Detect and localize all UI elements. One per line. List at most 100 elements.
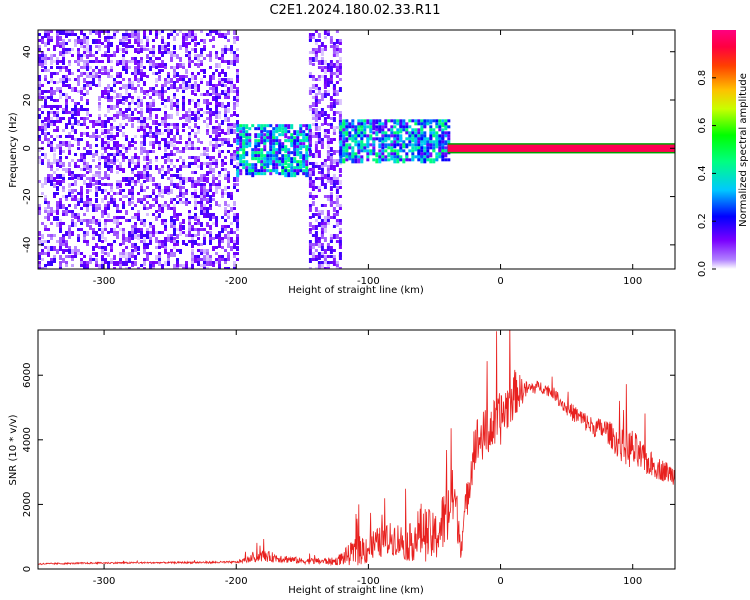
spectrogram-cell	[62, 93, 65, 96]
spectrogram-cell	[332, 258, 336, 261]
spectrogram-cell	[125, 261, 128, 266]
spectrogram-cell	[227, 252, 230, 255]
spectrogram-cell	[320, 252, 324, 255]
spectrogram-cell	[173, 126, 176, 129]
spectrogram-cell	[338, 252, 342, 257]
spectrogram-cell	[146, 171, 149, 176]
spectrogram-cell	[128, 189, 131, 192]
spectrogram-cell	[227, 93, 230, 96]
spectrogram-cell	[74, 180, 77, 183]
spectrogram-cell	[390, 131, 394, 135]
spectrogram-cell	[320, 231, 324, 236]
spectrogram-cell	[143, 195, 146, 200]
spectrogram-cell	[351, 125, 355, 129]
spectrogram-cell	[53, 120, 56, 125]
spectrogram-cell	[227, 102, 230, 107]
spectrogram-cell	[56, 117, 59, 120]
spectrogram-cell	[203, 210, 206, 215]
spectrogram-cell	[143, 120, 146, 125]
spectrogram-cell	[269, 169, 273, 173]
spectrogram-cell	[50, 111, 53, 114]
spectrogram-cell	[200, 207, 203, 210]
spectrogram-cell	[188, 120, 191, 123]
spectrogram-cell	[131, 264, 134, 267]
spectrogram-cell	[269, 142, 273, 146]
spectrogram-cell	[206, 129, 209, 134]
spectrogram-cell	[335, 63, 339, 68]
spectrogram-cell	[420, 146, 424, 150]
spectrogram-cell	[170, 198, 173, 203]
spectrogram-cell	[242, 133, 246, 139]
spectrogram-cell	[44, 246, 47, 249]
spectrogram-cell	[329, 261, 333, 264]
spectrogram-cell	[80, 105, 83, 108]
spectrogram-cell	[191, 39, 194, 42]
spectrogram-cell	[423, 140, 427, 146]
spectrogram-cell	[38, 264, 41, 267]
spectrogram-cell	[212, 198, 215, 201]
spectrogram-cell	[59, 162, 62, 165]
spectrogram-cell	[170, 252, 173, 257]
spectrogram-cell	[170, 132, 173, 135]
spectrogram-cell	[116, 210, 119, 213]
spectrogram-cell	[287, 157, 291, 163]
spectrogram-cell	[164, 189, 167, 194]
spectrogram-cell	[44, 201, 47, 204]
spectrogram-cell	[227, 87, 230, 90]
spectrogram-cell	[143, 96, 146, 99]
spectrogram-cell	[173, 243, 176, 246]
spectrogram-cell	[146, 150, 149, 155]
spectrogram-cell	[98, 33, 101, 38]
spectrogram-cell	[98, 237, 101, 242]
spectrogram-cell	[44, 123, 47, 128]
spectrogram-cell	[164, 237, 167, 242]
spectrogram-cell	[284, 130, 288, 134]
spectrogram-cell	[326, 81, 330, 84]
spectrogram-cell	[71, 258, 74, 261]
spectrogram-cell	[218, 78, 221, 83]
spectrogram-cell	[104, 228, 107, 231]
spectrogram-cell	[236, 151, 240, 155]
spectrogram-cell	[95, 192, 98, 197]
spectrogram-cell	[47, 177, 50, 180]
spectrogram-cell	[104, 69, 107, 74]
spectrogram-cell	[131, 168, 134, 173]
spectrogram-cell	[107, 243, 110, 246]
spectrogram-cell	[86, 63, 89, 66]
spectrogram-cell	[176, 99, 179, 104]
spectrogram-cell	[152, 213, 155, 216]
spectrogram-cell	[137, 162, 140, 165]
spectrogram-cell	[128, 180, 131, 185]
spectrogram-cell	[320, 75, 324, 78]
spectrogram-cell	[152, 141, 155, 144]
spectrogram-cell	[161, 120, 164, 125]
spectrogram-cell	[65, 30, 68, 33]
spectrogram-cell	[119, 180, 122, 183]
spectrogram-cell	[62, 45, 65, 50]
spectrogram-cell	[233, 165, 236, 168]
chart-title: C2E1.2024.180.02.33.R11	[269, 3, 440, 18]
spectrogram-cell	[104, 222, 107, 225]
spectrogram-cell	[363, 122, 367, 126]
spectrogram-cell	[191, 156, 194, 159]
spectrogram-cell	[218, 231, 221, 236]
spectrogram-cell	[218, 255, 221, 260]
spectrogram-cell	[188, 84, 191, 89]
spectrogram-cell	[167, 72, 170, 75]
spectrogram-cell	[248, 169, 252, 175]
spectrogram-cell	[62, 39, 65, 42]
spectrogram-cell	[311, 201, 315, 206]
spectrogram-cell	[56, 204, 59, 209]
spectrogram-cell	[200, 264, 203, 267]
spectrogram-cell	[110, 132, 113, 137]
spectrogram-cell	[125, 177, 128, 182]
spectrogram-cell	[194, 159, 197, 162]
spectrogram-cell	[438, 140, 442, 146]
spectrogram-cell	[429, 158, 433, 164]
spectrogram-cell	[167, 156, 170, 159]
spectrogram-cell	[143, 165, 146, 168]
spectrogram-cell	[68, 33, 71, 36]
spectrogram-cell	[317, 264, 321, 269]
spectrogram-cell	[281, 157, 285, 163]
spectrogram-cell	[191, 48, 194, 51]
